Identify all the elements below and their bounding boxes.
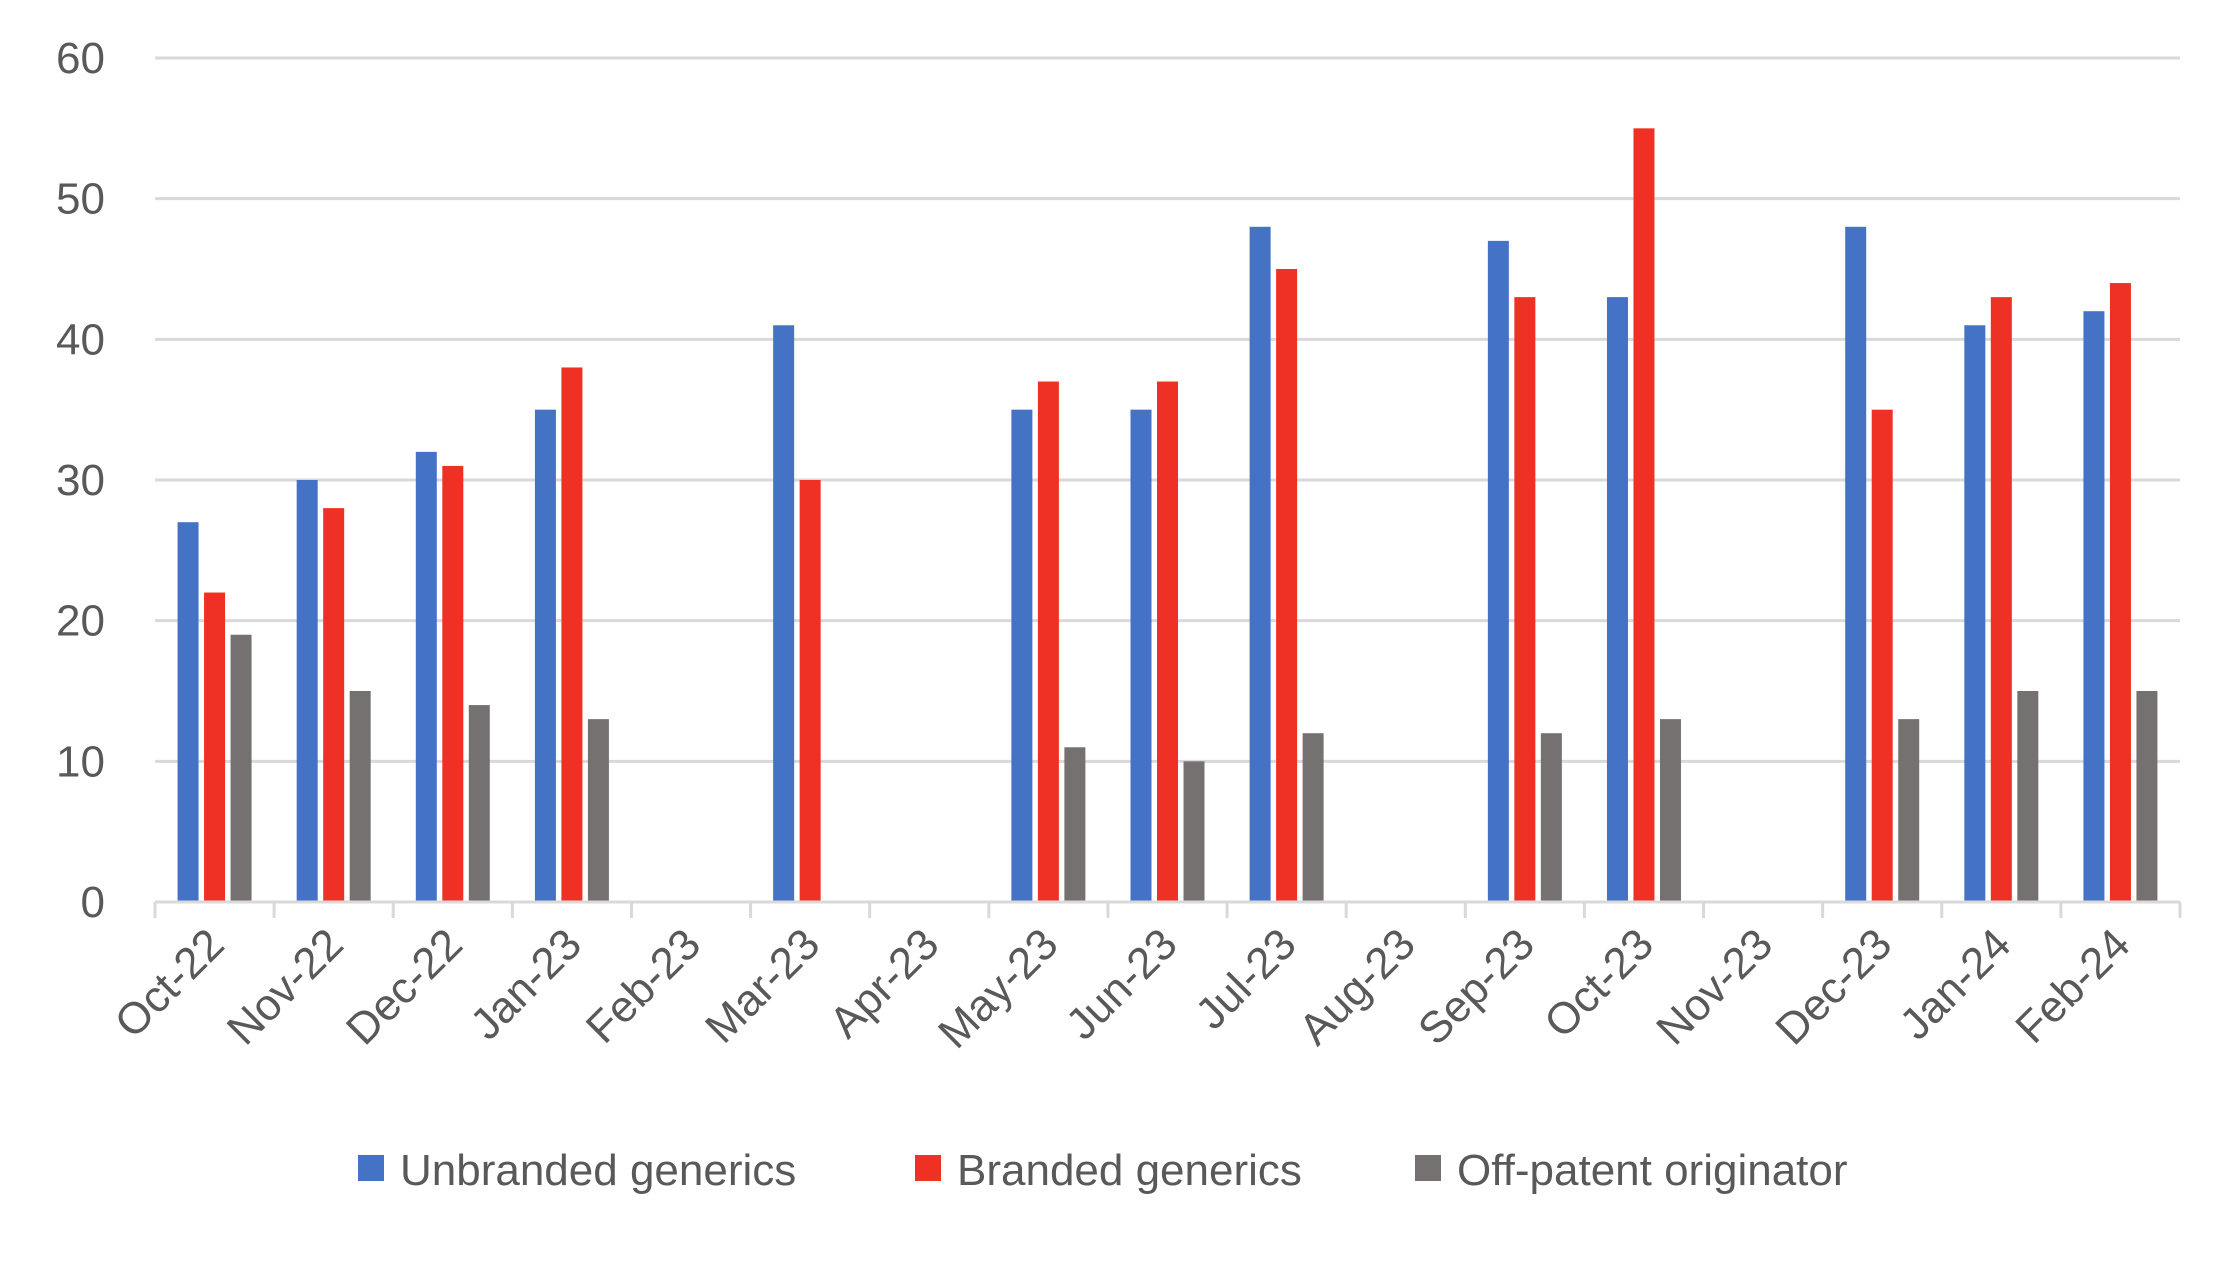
y-tick-label: 40 xyxy=(56,315,105,364)
bar-branded-generics-jan-23 xyxy=(561,367,583,902)
x-tick-label: Oct-22 xyxy=(106,919,234,1047)
y-tick-label: 50 xyxy=(56,175,105,224)
bar-off-patent-originator-sep-23 xyxy=(1540,733,1562,902)
bar-off-patent-originator-oct-23 xyxy=(1659,719,1681,902)
y-tick-label: 60 xyxy=(56,34,105,83)
x-tick-label: Dec-22 xyxy=(337,919,472,1054)
bar-off-patent-originator-may-23 xyxy=(1064,747,1086,902)
bar-unbranded-generics-oct-23 xyxy=(1606,297,1628,903)
legend-item: Unbranded generics xyxy=(358,1146,796,1195)
bar-branded-generics-dec-23 xyxy=(1871,409,1893,902)
x-tick-label: Mar-23 xyxy=(696,919,829,1052)
bar-branded-generics-nov-22 xyxy=(323,508,345,902)
bars xyxy=(177,128,2158,903)
x-tick-label: Jan-24 xyxy=(1891,919,2021,1049)
y-tick-label: 0 xyxy=(81,878,105,927)
y-axis-ticks: 0 10 20 30 40 50 60 xyxy=(56,34,105,927)
legend-swatch xyxy=(1415,1155,1441,1181)
legend-swatch xyxy=(358,1155,384,1181)
x-tick-label: Feb-23 xyxy=(577,919,710,1052)
bar-off-patent-originator-dec-22 xyxy=(468,705,490,902)
bar-branded-generics-mar-23 xyxy=(799,480,821,902)
bar-branded-generics-jul-23 xyxy=(1276,269,1298,902)
bar-off-patent-originator-feb-24 xyxy=(2136,691,2158,902)
bar-off-patent-originator-oct-22 xyxy=(230,634,252,902)
x-tick-label: Aug-23 xyxy=(1290,919,1425,1054)
legend-swatch xyxy=(915,1155,941,1181)
x-tick-label: Oct-23 xyxy=(1535,919,1663,1047)
bar-off-patent-originator-jan-24 xyxy=(2017,691,2039,902)
legend-label: Unbranded generics xyxy=(400,1146,796,1195)
bar-off-patent-originator-jan-23 xyxy=(587,719,609,902)
bar-branded-generics-jan-24 xyxy=(1990,297,2012,903)
bar-unbranded-generics-oct-22 xyxy=(177,522,199,902)
bar-unbranded-generics-feb-24 xyxy=(2083,311,2105,902)
bar-branded-generics-jun-23 xyxy=(1157,381,1178,902)
bar-branded-generics-oct-22 xyxy=(204,592,226,902)
bar-branded-generics-oct-23 xyxy=(1633,128,1655,903)
x-axis xyxy=(153,900,2182,918)
legend-item: Branded generics xyxy=(915,1146,1302,1195)
x-axis-ticks: Oct-22Nov-22Dec-22Jan-23Feb-23Mar-23Apr-… xyxy=(106,919,2140,1057)
bar-unbranded-generics-jun-23 xyxy=(1130,409,1152,902)
x-tick-label: Sep-23 xyxy=(1409,919,1544,1054)
bar-branded-generics-feb-24 xyxy=(2109,283,2131,903)
x-tick-label: May-23 xyxy=(929,919,1067,1057)
y-tick-label: 10 xyxy=(56,737,105,786)
legend: Unbranded generics Branded generics Off-pa… xyxy=(358,1146,1848,1195)
x-tick-label: Nov-22 xyxy=(218,919,353,1054)
bar-branded-generics-sep-23 xyxy=(1514,297,1536,903)
legend-label: Branded generics xyxy=(957,1146,1302,1195)
legend-label: Off-patent originator xyxy=(1457,1146,1848,1195)
bar-unbranded-generics-nov-22 xyxy=(296,480,318,902)
bar-branded-generics-may-23 xyxy=(1037,381,1059,902)
bar-unbranded-generics-sep-23 xyxy=(1487,240,1509,902)
bar-unbranded-generics-dec-22 xyxy=(415,451,437,902)
y-tick-label: 20 xyxy=(56,597,105,646)
bar-off-patent-originator-dec-23 xyxy=(1898,719,1920,902)
x-tick-label: Jul-23 xyxy=(1186,919,1305,1038)
bar-branded-generics-dec-22 xyxy=(442,465,464,902)
bar-unbranded-generics-jan-23 xyxy=(534,409,556,902)
y-tick-label: 30 xyxy=(56,456,105,505)
bar-off-patent-originator-nov-22 xyxy=(349,691,371,902)
x-tick-label: Jun-23 xyxy=(1057,919,1187,1049)
bar-unbranded-generics-mar-23 xyxy=(773,325,795,902)
legend-item: Off-patent originator xyxy=(1415,1146,1848,1195)
bar-off-patent-originator-jun-23 xyxy=(1183,761,1205,902)
x-tick-label: Dec-23 xyxy=(1766,919,1901,1054)
bar-unbranded-generics-jul-23 xyxy=(1249,226,1271,903)
x-tick-label: Feb-24 xyxy=(2006,919,2139,1052)
x-tick-label: Jan-23 xyxy=(461,919,591,1049)
bar-unbranded-generics-jan-24 xyxy=(1964,325,1986,902)
bar-unbranded-generics-dec-23 xyxy=(1845,226,1867,903)
x-tick-label: Apr-23 xyxy=(820,919,948,1047)
bar-unbranded-generics-may-23 xyxy=(1011,409,1033,902)
bar-off-patent-originator-jul-23 xyxy=(1302,733,1324,902)
x-tick-label: Nov-23 xyxy=(1647,919,1782,1054)
